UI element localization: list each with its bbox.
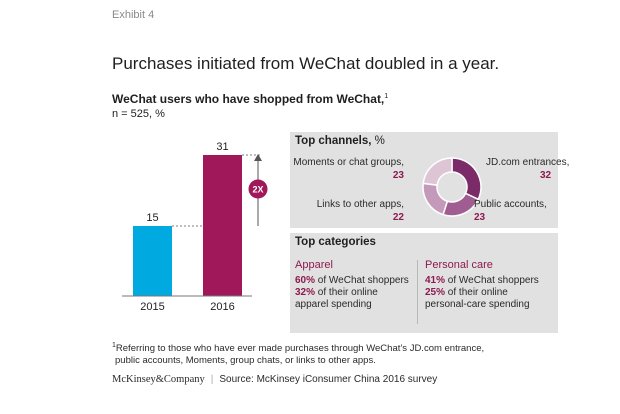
channel-label-jd: JD.com entrances,: [486, 157, 570, 168]
channel-value-jd: 32: [540, 170, 552, 181]
sample-note: n = 525, %: [112, 108, 165, 120]
donut-slice-links: [422, 182, 449, 216]
category-apparel: Apparel 60% of WeChat shoppers 32% of th…: [295, 259, 409, 311]
channel-label-moments: Moments or chat groups,: [293, 157, 404, 168]
category-divider: [417, 260, 418, 324]
channel-value-links: 22: [392, 212, 404, 223]
apparel-line-2: 32% of their online: [295, 287, 378, 298]
source-separator: |: [210, 374, 214, 385]
x-tick-2015: 2015: [140, 301, 164, 313]
growth-badge-label: 2X: [252, 185, 263, 195]
x-tick-2016: 2016: [210, 301, 234, 313]
top-channels-panel: Top channels, % Moments or chat groups, …: [290, 132, 569, 228]
channel-label-links: Links to other apps,: [316, 199, 404, 210]
chart-subtitle-text: WeChat users who have shopped from WeCha…: [112, 92, 385, 106]
channel-value-moments: 23: [392, 170, 404, 181]
brand-logo: McKinsey&Company: [112, 374, 205, 385]
personal-care-line-3: personal-care spending: [425, 299, 530, 310]
personal-care-line-1: 41% of WeChat shoppers: [425, 275, 539, 286]
exhibit-label: Exhibit 4: [112, 9, 155, 21]
chart-subtitle: WeChat users who have shopped from WeCha…: [112, 92, 388, 106]
growth-arrow-head: [254, 154, 262, 161]
category-personal-care: Personal care 41% of WeChat shoppers 25%…: [425, 259, 539, 311]
channel-label-public: Public accounts,: [474, 199, 547, 210]
bar-2016-value: 31: [216, 141, 228, 153]
headline: Purchases initiated from WeChat doubled …: [112, 54, 500, 73]
personal-care-line-2: 25% of their online: [425, 287, 508, 298]
bar-chart: 15 31 2015 2016 2X: [122, 141, 268, 313]
footnote: 1Referring to those who have ever made p…: [112, 340, 512, 367]
source-line: McKinsey&Company | Source: McKinsey iConsu…: [112, 374, 437, 385]
growth-badge: [248, 179, 268, 199]
donut-slice-public: [442, 192, 480, 217]
channel-donut: [422, 157, 482, 217]
channel-value-public: 23: [474, 212, 486, 223]
bar-2016: [203, 155, 242, 296]
top-categories-title: Top categories: [295, 236, 376, 248]
footnote-line-1: 1Referring to those who have ever made p…: [112, 342, 485, 355]
donut-slice-moments: [422, 157, 453, 186]
footnote-line-2: public accounts, Moments, group chats, o…: [115, 355, 376, 367]
apparel-line-1: 60% of WeChat shoppers: [295, 275, 409, 286]
source-text: Source: McKinsey iConsumer China 2016 su…: [219, 374, 438, 385]
bar-2015-value: 15: [146, 212, 158, 224]
bar-2015: [133, 226, 172, 296]
top-categories-panel: Top categories Apparel 60% of WeChat sho…: [290, 233, 558, 333]
apparel-line-3: apparel spending: [295, 299, 372, 310]
personal-care-heading: Personal care: [425, 259, 493, 271]
top-channels-title: Top channels, %: [295, 135, 385, 147]
apparel-heading: Apparel: [295, 259, 333, 271]
footnote-ref: 1: [384, 93, 389, 100]
